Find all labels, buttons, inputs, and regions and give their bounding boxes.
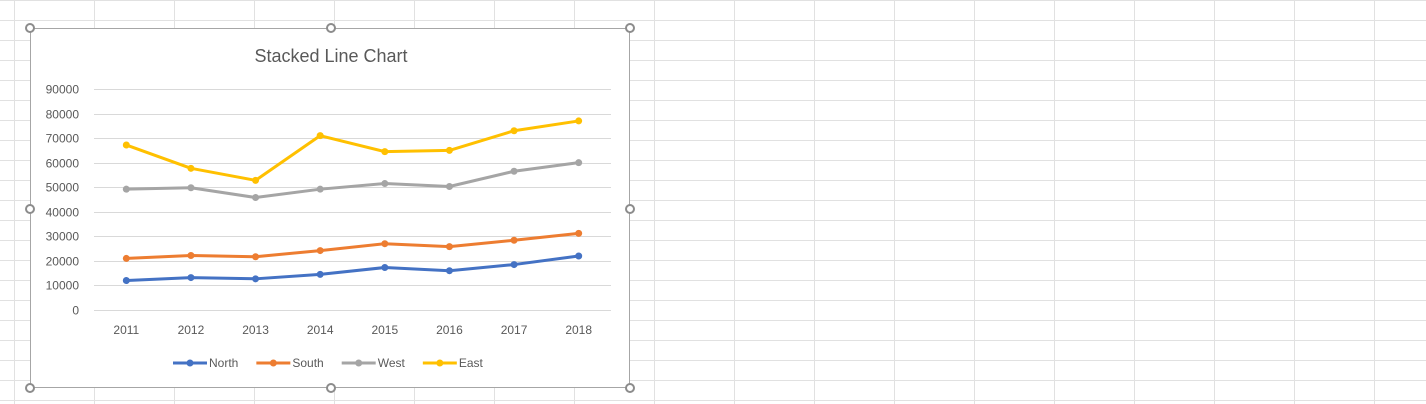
legend-label: East [459,356,484,370]
series-north[interactable] [122,252,583,285]
data-point[interactable] [510,167,518,175]
resize-handle-bottom-center[interactable] [326,383,336,393]
data-point[interactable] [122,141,130,149]
legend-item-south[interactable]: South [256,356,324,370]
data-point[interactable] [445,146,453,154]
legend-item-west[interactable]: West [341,356,406,370]
legend-marker [436,359,444,367]
resize-handle-top-left[interactable] [25,23,35,33]
data-point[interactable] [122,277,130,285]
data-point[interactable] [575,159,583,167]
data-point[interactable] [252,253,260,261]
y-axis: 0 10000 20000 30000 40000 50000 60000 70000 8000… [46,83,80,318]
legend-item-north[interactable]: North [173,356,238,370]
data-point[interactable] [445,182,453,190]
x-tick-label: 2015 [371,323,398,337]
y-tick-label: 90000 [46,83,80,97]
legend[interactable]: North South West East [173,356,484,370]
series-line-south[interactable] [124,231,581,260]
chart-title: Stacked Line Chart [254,46,407,66]
data-point[interactable] [381,264,389,272]
y-tick-label: 20000 [46,255,80,269]
series-south[interactable] [122,229,583,262]
data-point[interactable] [252,176,260,184]
data-point[interactable] [445,267,453,275]
chart-object[interactable]: Stacked Line Chart 0 10000 20000 30000 40000… [25,23,635,393]
x-tick-label: 2012 [178,323,205,337]
data-point[interactable] [122,185,130,193]
resize-handle-bottom-right[interactable] [625,383,635,393]
series-line-north[interactable] [124,254,581,283]
series-line-east[interactable] [124,119,581,182]
chart-canvas: Stacked Line Chart 0 10000 20000 30000 40000… [46,46,611,370]
data-point[interactable] [575,252,583,260]
x-axis: 2011 2012 2013 2014 2015 2016 2017 2018 [113,323,592,337]
legend-marker [186,359,194,367]
x-tick-label: 2013 [242,323,269,337]
data-point[interactable] [381,148,389,156]
data-point[interactable] [187,184,195,192]
data-point[interactable] [575,117,583,125]
data-point[interactable] [445,243,453,251]
legend-label: North [209,356,238,370]
y-tick-label: 70000 [46,132,80,146]
resize-handle-top-center[interactable] [326,23,336,33]
data-point[interactable] [122,254,130,262]
data-point[interactable] [252,275,260,283]
resize-handle-top-right[interactable] [625,23,635,33]
x-tick-label: 2016 [436,323,463,337]
series-layer [122,117,583,285]
data-point[interactable] [316,247,324,255]
legend-marker [269,359,277,367]
data-point[interactable] [187,251,195,259]
data-point[interactable] [381,180,389,188]
y-tick-label: 40000 [46,206,80,220]
series-west[interactable] [122,159,583,202]
y-tick-label: 50000 [46,181,80,195]
x-tick-label: 2014 [307,323,334,337]
y-tick-label: 60000 [46,157,80,171]
resize-handle-middle-left[interactable] [25,204,35,214]
series-line-west[interactable] [124,161,581,200]
legend-item-east[interactable]: East [422,356,484,370]
legend-label: West [378,356,406,370]
data-point[interactable] [381,240,389,248]
data-point[interactable] [316,132,324,140]
data-point[interactable] [510,236,518,244]
data-point[interactable] [510,127,518,135]
data-point[interactable] [187,274,195,282]
y-tick-label: 30000 [46,230,80,244]
data-point[interactable] [316,185,324,193]
series-east[interactable] [122,117,583,184]
data-point[interactable] [316,270,324,278]
y-tick-label: 0 [72,304,79,318]
data-point[interactable] [510,261,518,269]
data-point[interactable] [575,229,583,237]
resize-handle-middle-right[interactable] [625,204,635,214]
y-tick-label: 80000 [46,108,80,122]
x-tick-label: 2017 [501,323,528,337]
data-point[interactable] [187,164,195,172]
resize-handle-bottom-left[interactable] [25,383,35,393]
x-tick-label: 2018 [565,323,592,337]
y-tick-label: 10000 [46,279,80,293]
data-point[interactable] [252,194,260,202]
x-tick-label: 2011 [113,323,139,337]
legend-label: South [292,356,323,370]
legend-marker [355,359,363,367]
